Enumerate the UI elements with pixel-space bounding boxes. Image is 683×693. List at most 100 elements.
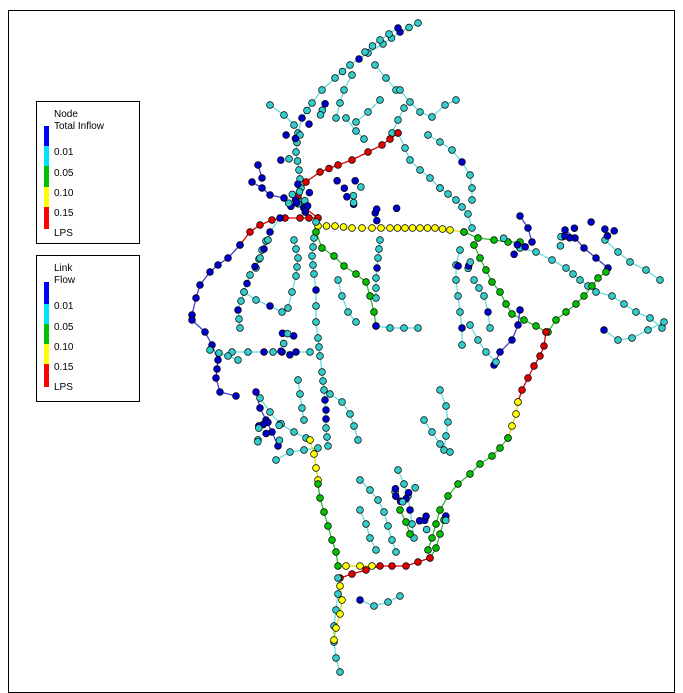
junction-node[interactable]: [324, 442, 332, 450]
junction-node[interactable]: [234, 356, 242, 364]
junction-node[interactable]: [269, 348, 277, 356]
junction-node[interactable]: [524, 224, 532, 232]
junction-node[interactable]: [234, 306, 242, 314]
junction-node[interactable]: [428, 113, 436, 121]
junction-node[interactable]: [352, 270, 360, 278]
junction-node[interactable]: [373, 216, 381, 225]
junction-node[interactable]: [216, 388, 224, 396]
junction-node[interactable]: [196, 281, 204, 289]
junction-node[interactable]: [237, 297, 245, 305]
junction-node[interactable]: [318, 244, 326, 252]
junction-node[interactable]: [246, 228, 254, 236]
junction-node[interactable]: [300, 446, 308, 454]
junction-node[interactable]: [504, 434, 512, 442]
junction-node[interactable]: [404, 489, 413, 497]
junction-node[interactable]: [293, 157, 302, 165]
junction-node[interactable]: [340, 262, 348, 270]
junction-node[interactable]: [446, 448, 454, 456]
junction-node[interactable]: [401, 144, 409, 152]
junction-node[interactable]: [482, 266, 490, 274]
junction-node[interactable]: [512, 410, 520, 418]
junction-node[interactable]: [254, 437, 262, 446]
junction-node[interactable]: [428, 534, 436, 542]
junction-node[interactable]: [224, 352, 232, 360]
junction-node[interactable]: [502, 300, 510, 308]
junction-node[interactable]: [592, 254, 600, 262]
junction-node[interactable]: [188, 316, 196, 324]
junction-node[interactable]: [464, 210, 472, 218]
junction-node[interactable]: [436, 440, 444, 448]
junction-node[interactable]: [466, 470, 474, 478]
pipe-link[interactable]: [297, 379, 305, 421]
junction-node[interactable]: [340, 184, 349, 192]
junction-node[interactable]: [499, 234, 508, 243]
junction-node[interactable]: [305, 188, 314, 197]
junction-node[interactable]: [432, 520, 440, 528]
junction-node[interactable]: [372, 205, 381, 213]
junction-node[interactable]: [492, 358, 500, 366]
junction-node[interactable]: [484, 308, 492, 316]
pipe-link[interactable]: [251, 181, 285, 199]
junction-node[interactable]: [334, 161, 342, 169]
junction-node[interactable]: [458, 324, 466, 332]
junction-node[interactable]: [414, 19, 422, 27]
junction-node[interactable]: [348, 570, 356, 578]
junction-node[interactable]: [393, 224, 402, 232]
junction-node[interactable]: [486, 324, 494, 332]
junction-node[interactable]: [436, 530, 444, 538]
junction-node[interactable]: [422, 525, 431, 534]
junction-node[interactable]: [513, 241, 522, 249]
junction-node[interactable]: [213, 365, 221, 373]
junction-node[interactable]: [378, 141, 386, 149]
junction-node[interactable]: [266, 408, 274, 416]
pipe-link[interactable]: [275, 447, 319, 461]
junction-node[interactable]: [406, 530, 414, 538]
junction-node[interactable]: [436, 138, 444, 146]
junction-node[interactable]: [561, 232, 569, 240]
junction-node[interactable]: [280, 194, 288, 202]
junction-node[interactable]: [614, 336, 622, 344]
junction-node[interactable]: [325, 164, 333, 173]
junction-node[interactable]: [296, 390, 304, 398]
junction-node[interactable]: [384, 598, 392, 606]
junction-node[interactable]: [275, 436, 284, 445]
junction-node[interactable]: [334, 590, 342, 598]
junction-node[interactable]: [475, 284, 483, 292]
junction-node[interactable]: [423, 224, 432, 232]
junction-node[interactable]: [580, 292, 588, 300]
junction-node[interactable]: [318, 86, 326, 94]
junction-node[interactable]: [392, 492, 400, 500]
junction-node[interactable]: [323, 433, 331, 441]
junction-node[interactable]: [344, 308, 352, 316]
junction-node[interactable]: [284, 304, 292, 312]
junction-node[interactable]: [342, 562, 350, 570]
junction-node[interactable]: [370, 602, 378, 610]
junction-node[interactable]: [309, 243, 317, 251]
junction-node[interactable]: [206, 268, 214, 276]
junction-node[interactable]: [432, 544, 440, 552]
junction-node[interactable]: [530, 362, 538, 370]
junction-node[interactable]: [286, 448, 294, 456]
junction-node[interactable]: [406, 156, 414, 164]
junction-node[interactable]: [346, 410, 354, 418]
junction-node[interactable]: [326, 390, 334, 398]
junction-node[interactable]: [386, 135, 394, 143]
junction-node[interactable]: [305, 120, 313, 128]
junction-node[interactable]: [454, 262, 462, 270]
junction-node[interactable]: [414, 324, 422, 332]
junction-node[interactable]: [349, 198, 358, 207]
junction-node[interactable]: [384, 522, 392, 530]
junction-node[interactable]: [521, 243, 529, 251]
junction-node[interactable]: [256, 404, 264, 412]
junction-node[interactable]: [592, 288, 600, 296]
junction-node[interactable]: [336, 582, 344, 590]
junction-node[interactable]: [411, 484, 419, 492]
junction-node[interactable]: [482, 348, 490, 356]
junction-node[interactable]: [292, 348, 300, 356]
junction-node[interactable]: [386, 224, 394, 232]
junction-node[interactable]: [388, 562, 396, 570]
junction-node[interactable]: [372, 284, 380, 292]
junction-node[interactable]: [426, 554, 434, 562]
junction-node[interactable]: [352, 118, 360, 126]
junction-node[interactable]: [474, 336, 482, 344]
